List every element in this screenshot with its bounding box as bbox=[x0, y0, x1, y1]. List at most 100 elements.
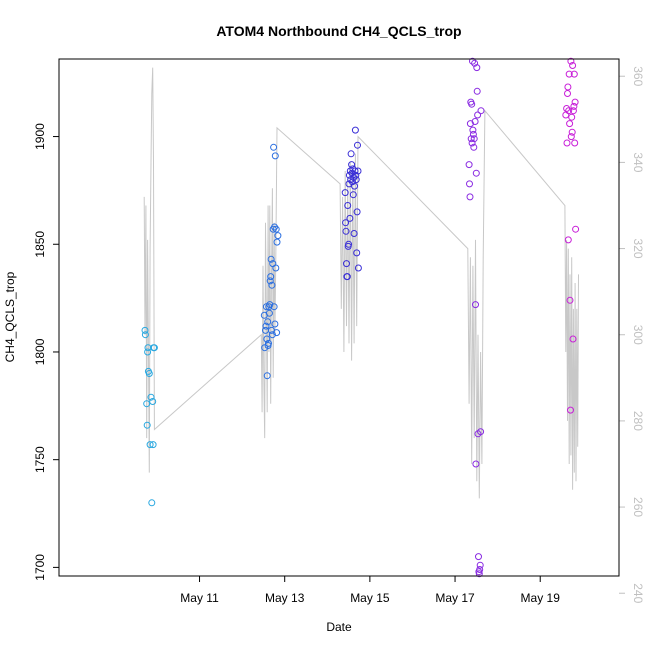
data-point bbox=[144, 348, 152, 356]
data-point bbox=[565, 70, 573, 78]
data-point bbox=[353, 208, 361, 216]
data-point bbox=[572, 225, 580, 233]
data-point bbox=[342, 227, 350, 235]
data-point bbox=[476, 561, 484, 569]
y2-tick-label: 280 bbox=[631, 411, 645, 431]
data-point bbox=[351, 182, 358, 190]
data-point bbox=[475, 553, 482, 561]
data-point bbox=[465, 161, 473, 169]
data-point bbox=[466, 193, 474, 201]
data-point bbox=[271, 152, 279, 160]
data-point bbox=[476, 566, 484, 573]
data-point bbox=[147, 393, 155, 401]
data-point bbox=[354, 141, 361, 149]
data-point bbox=[274, 232, 282, 240]
data-point bbox=[569, 335, 577, 343]
data-point bbox=[351, 167, 359, 175]
data-point bbox=[469, 57, 476, 65]
y-tick-label: 1700 bbox=[33, 554, 47, 581]
data-point bbox=[469, 130, 477, 138]
data-point bbox=[268, 281, 276, 289]
background-series-line bbox=[143, 67, 579, 499]
data-point bbox=[146, 441, 154, 449]
data-point bbox=[566, 120, 574, 128]
data-point bbox=[150, 344, 158, 352]
data-point bbox=[568, 113, 576, 121]
data-point bbox=[351, 126, 359, 134]
data-point bbox=[567, 406, 574, 414]
data-point bbox=[353, 249, 361, 257]
x-tick-label: May 17 bbox=[435, 591, 475, 605]
data-point bbox=[567, 133, 575, 141]
x-tick-label: May 15 bbox=[350, 591, 390, 605]
data-point bbox=[344, 202, 352, 209]
data-point bbox=[348, 161, 356, 169]
data-point bbox=[342, 219, 350, 227]
data-point bbox=[266, 301, 274, 309]
x-tick-label: May 11 bbox=[180, 591, 219, 605]
data-point bbox=[262, 303, 270, 311]
y-axis-label: CH4_QCLS_trop bbox=[3, 271, 17, 362]
data-point bbox=[272, 225, 280, 233]
data-point bbox=[562, 111, 570, 119]
data-point bbox=[266, 277, 274, 285]
y2-tick-label: 320 bbox=[631, 239, 645, 259]
data-point bbox=[272, 264, 280, 272]
y2-tick-label: 360 bbox=[631, 66, 645, 86]
data-point bbox=[467, 135, 475, 143]
data-point bbox=[341, 189, 349, 197]
data-point bbox=[569, 62, 577, 69]
y-tick-label: 1900 bbox=[33, 123, 47, 150]
data-point bbox=[475, 570, 483, 578]
data-point bbox=[468, 139, 476, 147]
data-point bbox=[472, 301, 479, 309]
data-point bbox=[569, 107, 577, 115]
data-point bbox=[273, 238, 281, 246]
x-axis-label: Date bbox=[326, 620, 352, 634]
data-point bbox=[474, 111, 482, 119]
data-point bbox=[564, 83, 572, 91]
data-point bbox=[343, 260, 350, 268]
y-tick-label: 1800 bbox=[33, 338, 47, 365]
data-point bbox=[141, 331, 149, 339]
data-point bbox=[564, 90, 571, 97]
y2-tick-label: 300 bbox=[631, 325, 645, 345]
data-point bbox=[470, 143, 478, 151]
data-point bbox=[468, 100, 476, 108]
x-tick-label: May 13 bbox=[265, 591, 305, 605]
data-point bbox=[345, 240, 353, 248]
data-point bbox=[354, 264, 362, 272]
data-point bbox=[268, 331, 276, 339]
data-point bbox=[267, 273, 275, 281]
data-point bbox=[143, 421, 151, 429]
data-point bbox=[571, 139, 579, 147]
data-point bbox=[148, 499, 156, 507]
data-point bbox=[352, 176, 360, 184]
data-point bbox=[570, 102, 578, 110]
plot-area: May 11 May 13 May 15 May 17 May 19 1700 1750 18… bbox=[33, 57, 645, 605]
data-point bbox=[472, 460, 480, 468]
data-point bbox=[263, 335, 271, 343]
data-point bbox=[563, 139, 571, 147]
data-point bbox=[271, 320, 279, 328]
data-point bbox=[567, 57, 575, 65]
data-point bbox=[149, 441, 157, 449]
data-point bbox=[570, 70, 578, 78]
data-point bbox=[350, 230, 358, 237]
data-point bbox=[265, 339, 272, 347]
data-point bbox=[149, 398, 157, 405]
chart-title: ATOM4 Northbound CH4_QCLS_trop bbox=[216, 23, 461, 39]
data-point bbox=[347, 150, 355, 158]
data-point bbox=[472, 169, 480, 177]
data-point bbox=[348, 178, 356, 186]
y-tick-label: 1750 bbox=[33, 446, 47, 473]
data-point bbox=[262, 322, 270, 330]
data-point bbox=[263, 372, 271, 380]
x-tick-label: May 19 bbox=[521, 591, 561, 605]
data-point bbox=[267, 255, 275, 263]
data-point bbox=[349, 191, 357, 199]
data-point bbox=[565, 107, 573, 115]
data-point bbox=[563, 105, 571, 112]
data-point bbox=[270, 303, 278, 311]
